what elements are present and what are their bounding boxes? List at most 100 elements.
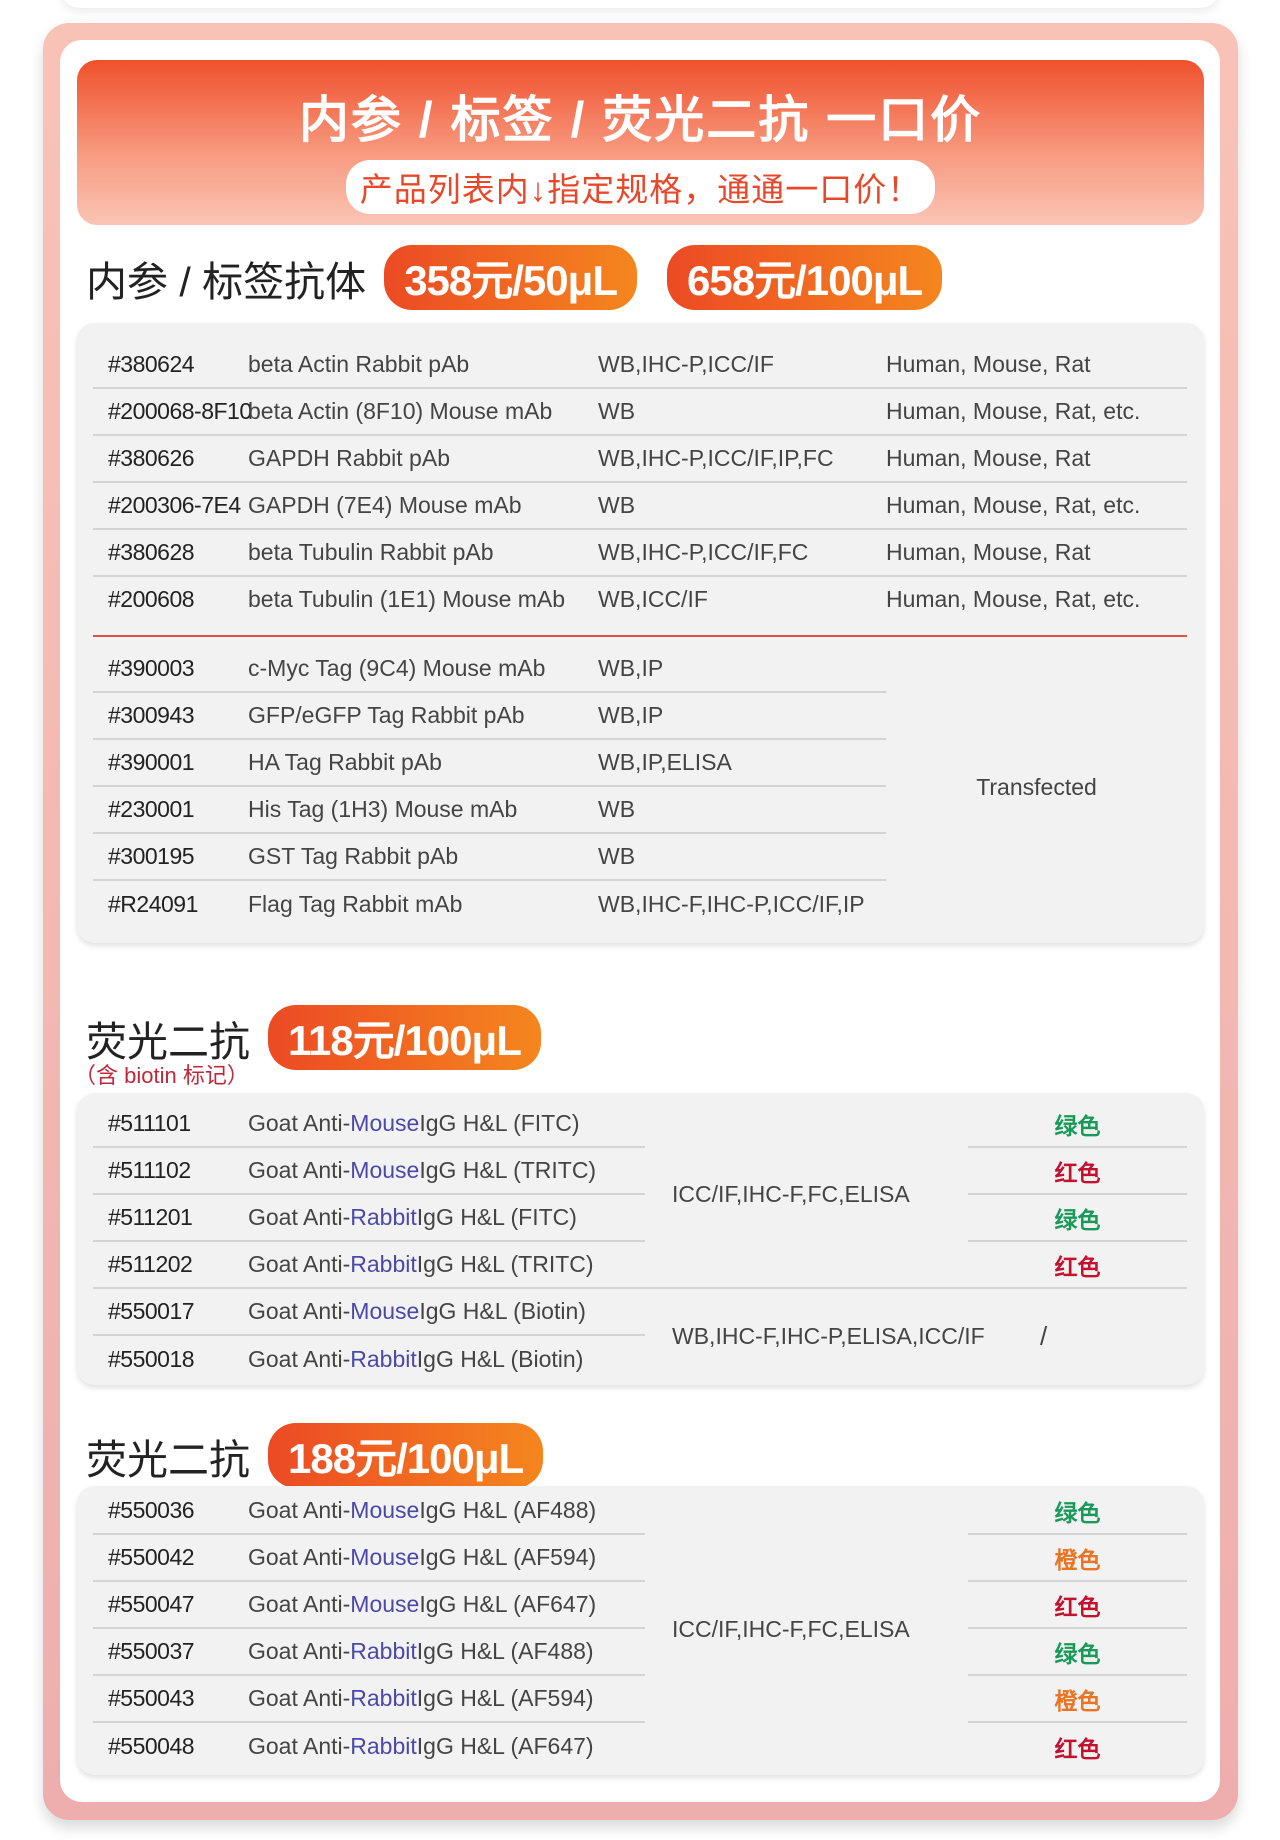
price-card: 内参 / 标签 / 荧光二抗 一口价 产品列表内↓指定规格，通通一口价！ 内参 …	[60, 40, 1220, 1802]
applications: WB	[598, 389, 886, 436]
price-card-frame: 内参 / 标签 / 荧光二抗 一口价 产品列表内↓指定规格，通通一口价！ 内参 …	[43, 23, 1238, 1820]
host-species: Mouse	[350, 1591, 420, 1617]
applications: WB	[598, 787, 886, 834]
name-prefix: Goat Anti-	[248, 1346, 351, 1372]
host-species: Rabbit	[350, 1685, 417, 1711]
catalog-number: #390001	[93, 740, 248, 787]
catalog-number: #550048	[108, 1733, 195, 1759]
name-suffix: IgG H&L (Biotin)	[419, 1298, 586, 1324]
catalog-number: #390003	[93, 637, 248, 693]
applications: WB,IHC-F,IHC-P,ICC/IF,IP	[598, 891, 865, 917]
price-badge-100ul: 658元/100μL	[667, 245, 943, 310]
reactivity: Human, Mouse, Rat	[886, 436, 1187, 483]
host-species: Mouse	[350, 1298, 420, 1324]
banner-title: 内参 / 标签 / 荧光二抗 一口价	[298, 92, 983, 148]
name-suffix: IgG H&L (Biotin)	[416, 1346, 584, 1372]
name-prefix: Goat Anti-	[248, 1685, 351, 1711]
catalog-number: #200306-7E4	[93, 483, 248, 530]
product-name: Flag Tag Rabbit mAb	[248, 891, 463, 917]
price-badge-188: 188元/100μL	[268, 1423, 544, 1488]
applications-fluor: ICC/IF,IHC-F,FC,ELISA	[645, 1101, 968, 1289]
product-name: Goat Anti- Rabbit IgG H&L (Biotin)	[248, 1336, 645, 1383]
catalog-number: #511201	[93, 1195, 248, 1242]
name-prefix: Goat Anti-	[248, 1110, 351, 1136]
product-name: Goat Anti- Mouse IgG H&L (Biotin)	[248, 1289, 645, 1336]
name-suffix: IgG H&L (AF488)	[416, 1638, 594, 1664]
name-prefix: Goat Anti-	[248, 1497, 351, 1523]
applications: ICC/IF,IHC-F,FC,ELISA	[672, 1615, 910, 1642]
section1-title: 内参 / 标签抗体	[86, 258, 367, 305]
catalog-number: #550018	[108, 1346, 195, 1372]
catalog-number: #511101	[93, 1101, 248, 1148]
name-suffix: IgG H&L (TRITC)	[416, 1251, 594, 1277]
catalog-number: #R24091	[108, 891, 198, 917]
product-name: Goat Anti- Mouse IgG H&L (AF594)	[248, 1535, 645, 1582]
product-name: beta Tubulin Rabbit pAb	[248, 530, 598, 577]
header-banner: 内参 / 标签 / 荧光二抗 一口价 产品列表内↓指定规格，通通一口价！	[77, 60, 1204, 225]
name-suffix: IgG H&L (AF647)	[416, 1733, 594, 1759]
catalog-number: #300943	[93, 693, 248, 740]
previous-card-edge	[60, 0, 1220, 8]
catalog-number: #550036	[93, 1488, 248, 1535]
applications: WB,ICC/IF	[598, 577, 886, 637]
product-name: Goat Anti- Mouse IgG H&L (FITC)	[248, 1101, 645, 1148]
applications: WB,IHC-P,ICC/IF,IP,FC	[598, 436, 886, 483]
section2-title: 荧光二抗	[86, 1018, 250, 1065]
name-prefix: Goat Anti-	[248, 1638, 351, 1664]
name-suffix: IgG H&L (TRITC)	[419, 1157, 597, 1183]
catalog-number: #230001	[93, 787, 248, 834]
name-suffix: IgG H&L (AF647)	[419, 1591, 597, 1617]
catalog-number: #550017	[93, 1289, 248, 1336]
applications: WB	[598, 483, 886, 530]
fluor-color: 绿色	[968, 1488, 1187, 1535]
fluor-color: 红色	[968, 1242, 1187, 1289]
name-prefix: Goat Anti-	[248, 1157, 351, 1183]
product-name: HA Tag Rabbit pAb	[248, 740, 598, 787]
fluor-color: 绿色	[968, 1101, 1187, 1148]
name-prefix: Goat Anti-	[248, 1251, 351, 1277]
product-name: Goat Anti- Mouse IgG H&L (TRITC)	[248, 1148, 645, 1195]
catalog-number: #200608	[93, 577, 248, 637]
name-suffix: IgG H&L (AF594)	[419, 1544, 597, 1570]
host-species: Rabbit	[350, 1733, 417, 1759]
product-name: Goat Anti- Rabbit IgG H&L (AF647)	[248, 1723, 645, 1770]
section1-table: #380624 beta Actin Rabbit pAb WB,IHC-P,ICC…	[77, 323, 1204, 943]
product-name: Goat Anti- Mouse IgG H&L (AF488)	[248, 1488, 645, 1535]
fluor-color: 绿色	[968, 1629, 1187, 1676]
section3-table: #550036 Goat Anti- Mouse IgG H&L (AF488) 绿色…	[77, 1486, 1204, 1775]
section3-heading: 荧光二抗 188元/100μL	[86, 1423, 573, 1488]
catalog-number: #380628	[93, 530, 248, 577]
product-name: GST Tag Rabbit pAb	[248, 834, 598, 881]
biotin-note: （含 biotin 标记）	[74, 1063, 249, 1088]
name-prefix: Goat Anti-	[248, 1298, 351, 1324]
name-suffix: IgG H&L (FITC)	[416, 1204, 577, 1230]
catalog-number: #550042	[93, 1535, 248, 1582]
applications: WB,IHC-P,ICC/IF,FC	[598, 530, 886, 577]
section2-heading: 荧光二抗 118元/100μL	[86, 1005, 571, 1070]
reactivity: Human, Mouse, Rat	[886, 530, 1187, 577]
host-species: Rabbit	[350, 1638, 417, 1664]
product-name: beta Actin (8F10) Mouse mAb	[248, 389, 598, 436]
section1-heading: 内参 / 标签抗体 358元/50μL 658元/100μL	[86, 245, 972, 310]
catalog-number: #380626	[93, 436, 248, 483]
name-prefix: Goat Anti-	[248, 1733, 351, 1759]
section2-table: #511101 Goat Anti- Mouse IgG H&L (FITC) 绿色 #…	[77, 1093, 1204, 1385]
product-name: Goat Anti- Rabbit IgG H&L (FITC)	[248, 1195, 645, 1242]
host-species: Mouse	[350, 1544, 420, 1570]
price-badge-50ul: 358元/50μL	[384, 245, 638, 310]
catalog-number: #380624	[93, 342, 248, 389]
catalog-number: #511102	[93, 1148, 248, 1195]
catalog-number: #300195	[93, 834, 248, 881]
applications: WB,IP	[598, 637, 886, 693]
product-name: His Tag (1H3) Mouse mAb	[248, 787, 598, 834]
product-name: GAPDH (7E4) Mouse mAb	[248, 483, 598, 530]
catalog-number: #511202	[93, 1242, 248, 1289]
product-name: GAPDH Rabbit pAb	[248, 436, 598, 483]
product-name: c-Myc Tag (9C4) Mouse mAb	[248, 637, 598, 693]
host-species: Mouse	[350, 1497, 420, 1523]
product-name: Goat Anti- Mouse IgG H&L (AF647)	[248, 1582, 645, 1629]
host-species: Rabbit	[350, 1346, 417, 1372]
fluor-color: 橙色	[968, 1535, 1187, 1582]
applications: WB	[598, 834, 886, 881]
name-prefix: Goat Anti-	[248, 1204, 351, 1230]
